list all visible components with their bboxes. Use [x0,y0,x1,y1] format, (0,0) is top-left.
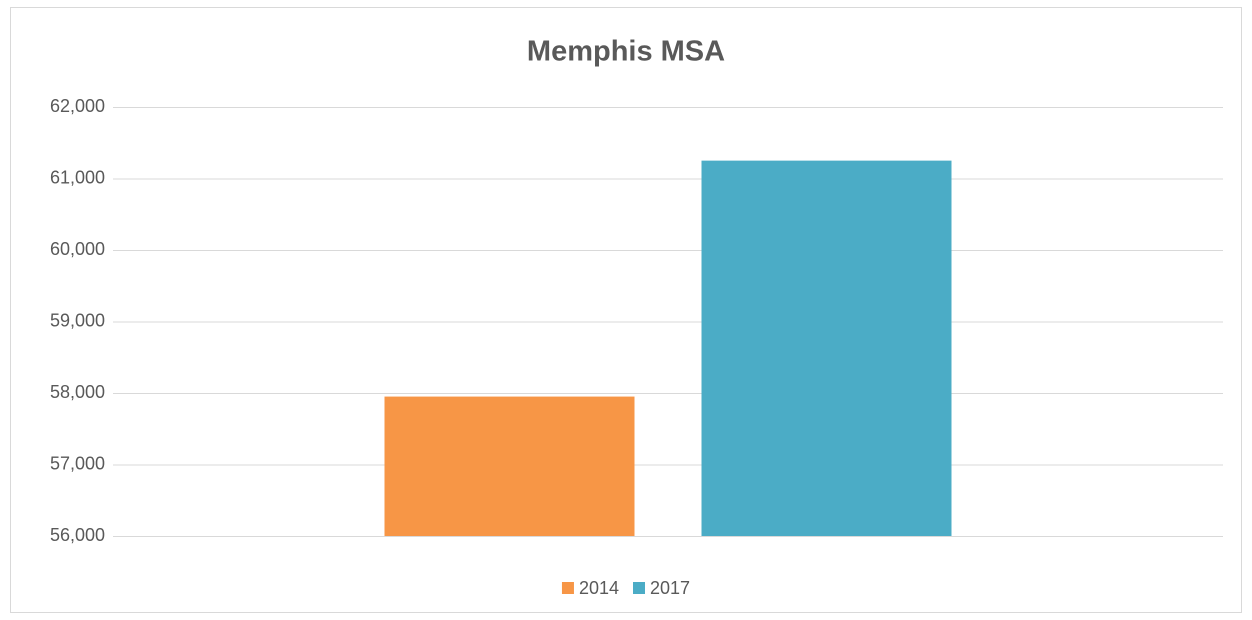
y-tick-label: 61,000 [50,167,105,187]
y-tick-label: 59,000 [50,310,105,330]
y-tick-label: 58,000 [50,382,105,402]
y-tick-label: 56,000 [50,525,105,545]
legend-label: 2017 [650,578,690,598]
bar [384,396,635,536]
y-tick-label: 62,000 [50,96,105,116]
legend-swatch [633,582,645,594]
bar [701,160,952,536]
legend-swatch [561,582,574,594]
y-tick-label: 60,000 [50,239,105,259]
legend-label: 2014 [579,578,619,598]
y-tick-label: 57,000 [50,453,105,473]
chart-title: Memphis MSA [527,36,725,68]
